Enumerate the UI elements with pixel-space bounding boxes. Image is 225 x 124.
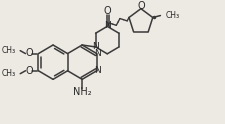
Text: O: O — [25, 66, 33, 76]
Text: N: N — [94, 66, 101, 75]
Text: O: O — [25, 48, 33, 58]
Text: N: N — [104, 21, 110, 30]
Text: CH₃: CH₃ — [164, 11, 179, 20]
Text: O: O — [137, 1, 144, 11]
Text: NH₂: NH₂ — [72, 87, 91, 97]
Text: N: N — [92, 42, 99, 51]
Text: CH₃: CH₃ — [1, 46, 15, 55]
Text: O: O — [103, 6, 110, 16]
Text: CH₃: CH₃ — [1, 69, 15, 78]
Text: N: N — [94, 49, 101, 58]
